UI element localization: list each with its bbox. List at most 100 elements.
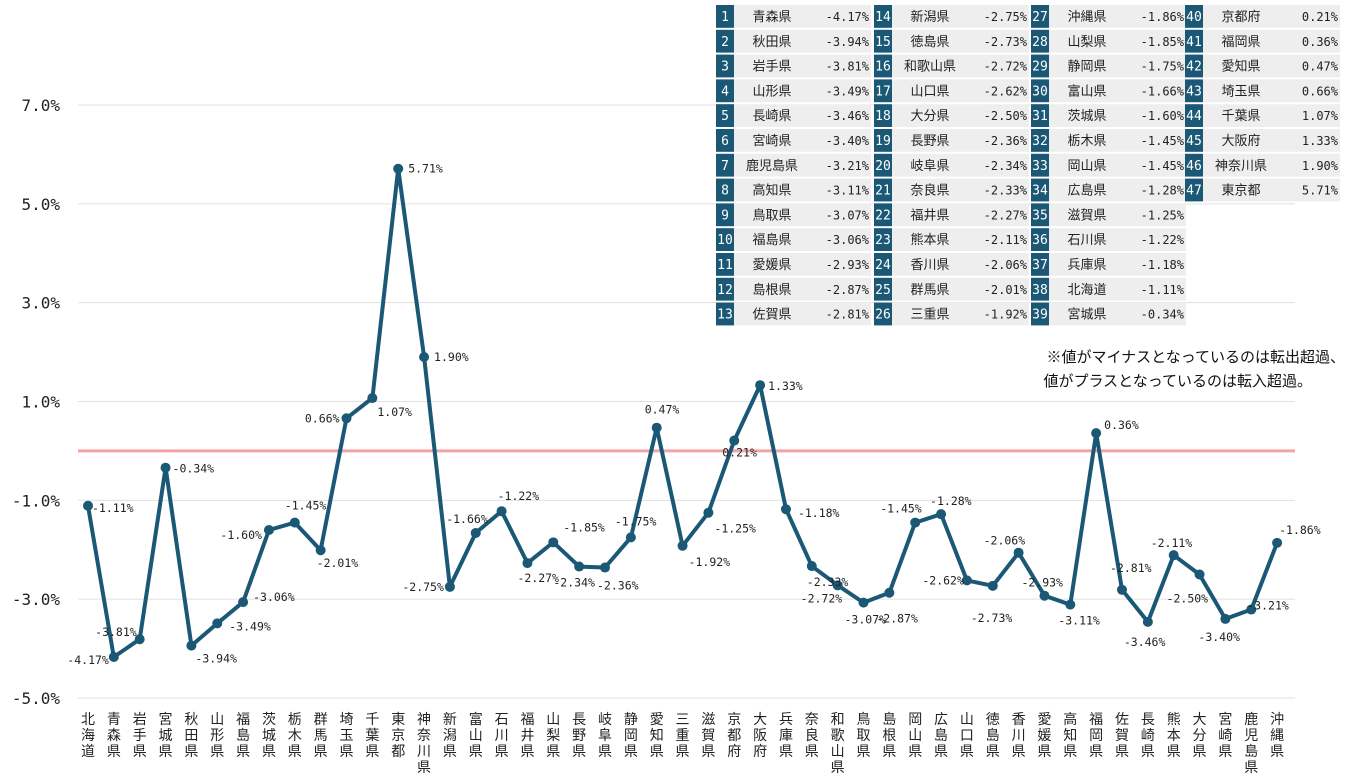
- ranking-rank: 15: [875, 35, 891, 50]
- data-label: -3.11%: [1058, 614, 1100, 628]
- ranking-value: -1.45%: [1141, 134, 1185, 148]
- ranking-rank: 21: [875, 184, 891, 199]
- ranking-rank: 45: [1186, 134, 1202, 149]
- y-tick-label: -5.0%: [12, 689, 61, 708]
- ranking-value: -2.81%: [826, 308, 870, 322]
- ranking-row-bg: [1031, 5, 1186, 28]
- x-tick-label: 三重県: [676, 712, 690, 760]
- ranking-row-bg: [874, 203, 1029, 227]
- ranking-rank-badge: [1031, 79, 1049, 103]
- ranking-prefecture: 岐阜県: [910, 158, 949, 174]
- data-point: [238, 597, 249, 608]
- x-tick-label: 新潟県: [443, 712, 457, 760]
- x-tick-label: 岡山県: [908, 712, 922, 760]
- ranking-rank-badge: [1185, 129, 1203, 152]
- ranking-value: -1.60%: [1141, 109, 1185, 123]
- ranking-rank-badge: [716, 79, 734, 103]
- ranking-row-bg: [874, 79, 1029, 103]
- data-point: [186, 640, 197, 651]
- ranking-prefecture: 青森県: [752, 10, 791, 25]
- data-point: [496, 506, 507, 517]
- ranking-prefecture: 佐賀県: [752, 308, 791, 323]
- ranking-rank-badge: [1031, 203, 1049, 227]
- x-tick-label: 青森県: [107, 712, 121, 760]
- y-tick-label: 7.0%: [21, 96, 60, 115]
- x-tick-label: 福井県: [520, 712, 534, 760]
- ranking-value: 0.36%: [1302, 35, 1339, 49]
- ranking-rank-badge: [874, 228, 892, 251]
- ranking-value: -1.25%: [1141, 208, 1185, 222]
- ranking-rank: 47: [1186, 184, 1202, 199]
- ranking-value: -2.36%: [984, 134, 1028, 148]
- ranking-row: 18 大分県 -2.50%: [874, 104, 1029, 127]
- ranking-rank: 24: [875, 258, 891, 273]
- ranking-value: -2.73%: [984, 35, 1028, 49]
- x-tick-label: 神奈川県: [417, 712, 431, 776]
- ranking-row-bg: [1031, 79, 1186, 103]
- ranking-value: -1.45%: [1141, 159, 1185, 173]
- data-label: 5.71%: [408, 162, 443, 176]
- ranking-rank-badge: [1185, 153, 1203, 177]
- data-label: -2.50%: [1167, 591, 1209, 605]
- ranking-row: 5 長崎県 -3.46%: [716, 104, 871, 127]
- ranking-row: 28 山梨県 -1.85%: [1031, 29, 1186, 53]
- ranking-row-bg: [1031, 54, 1186, 78]
- ranking-row-bg: [1031, 203, 1186, 227]
- x-tick-label: 秋田県: [184, 712, 198, 760]
- x-tick-label: 長崎県: [1141, 712, 1155, 760]
- ranking-row-bg: [1185, 54, 1340, 78]
- ranking-row-bg: [716, 203, 871, 227]
- ranking-row-bg: [1185, 153, 1340, 177]
- ranking-row-bg: [874, 5, 1029, 28]
- ranking-prefecture: 宮城県: [1067, 307, 1106, 323]
- data-point: [1013, 547, 1024, 558]
- data-label: -3.21%: [1247, 599, 1289, 613]
- ranking-value: -1.86%: [1141, 10, 1185, 24]
- ranking-value: -1.28%: [1141, 184, 1185, 198]
- ranking-row-bg: [716, 5, 871, 28]
- ranking-prefecture: 東京都: [1221, 183, 1260, 199]
- ranking-prefecture: 茨城県: [1067, 109, 1106, 124]
- data-label: -1.22%: [498, 489, 540, 503]
- data-label: -1.66%: [446, 512, 488, 526]
- data-point: [651, 422, 662, 433]
- ranking-prefecture: 栃木県: [1067, 134, 1106, 149]
- ranking-rank: 29: [1032, 60, 1048, 75]
- x-tick-label: 山形県: [210, 712, 224, 760]
- ranking-row-bg: [1031, 277, 1186, 301]
- x-tick-label: 大阪府: [753, 712, 767, 760]
- data-label: -3.07%: [845, 613, 887, 627]
- x-tick-label: 福岡県: [1089, 712, 1103, 760]
- data-label: -1.45%: [880, 502, 922, 516]
- data-point: [315, 545, 326, 556]
- data-label: -2.11%: [1151, 536, 1193, 550]
- data-label: -3.94%: [195, 652, 237, 666]
- ranking-rank-badge: [1031, 153, 1049, 177]
- ranking-rank: 43: [1186, 84, 1202, 99]
- ranking-row-bg: [1031, 29, 1186, 53]
- ranking-rank-badge: [874, 203, 892, 227]
- ranking-rank-badge: [1185, 5, 1203, 28]
- x-tick-label: 石川県: [495, 712, 509, 760]
- x-tick-label: 鳥取県: [857, 712, 871, 760]
- data-label: -1.11%: [92, 501, 134, 515]
- ranking-rank: 10: [717, 233, 733, 248]
- ranking-row-bg: [874, 178, 1029, 202]
- ranking-row: 16 和歌山県 -2.72%: [874, 54, 1029, 78]
- ranking-value: -3.49%: [826, 84, 870, 98]
- ranking-row: 9 鳥取県 -3.07%: [716, 203, 871, 227]
- data-point: [263, 524, 274, 535]
- ranking-row: 38 北海道 -1.11%: [1031, 277, 1186, 301]
- ranking-row: 36 石川県 -1.22%: [1031, 228, 1186, 251]
- ranking-prefecture: 三重県: [910, 307, 949, 323]
- data-label: 0.21%: [722, 446, 757, 460]
- ranking-prefecture: 秋田県: [752, 35, 791, 50]
- ranking-rank: 34: [1032, 184, 1048, 199]
- ranking-rank: 17: [875, 84, 891, 99]
- ranking-row: 4 山形県 -3.49%: [716, 79, 871, 103]
- ranking-rank-badge: [716, 129, 734, 152]
- ranking-value: -3.40%: [826, 134, 870, 148]
- ranking-prefecture: 香川県: [910, 258, 949, 273]
- data-point: [936, 509, 947, 520]
- ranking-row-bg: [716, 104, 871, 127]
